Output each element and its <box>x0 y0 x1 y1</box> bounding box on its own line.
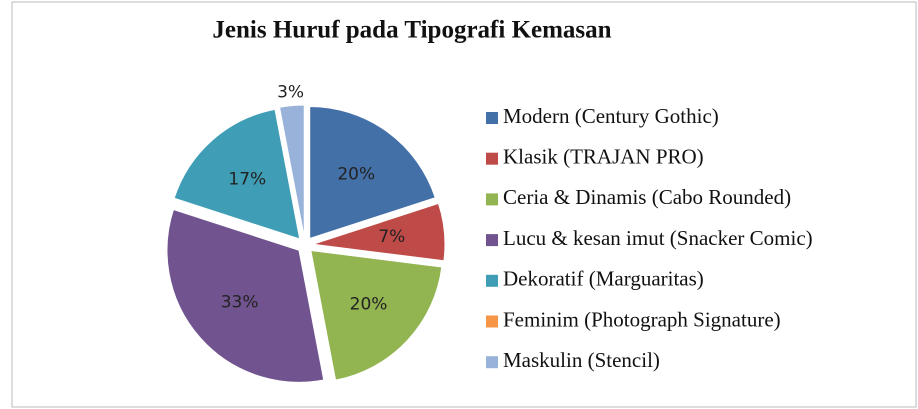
legend-label: Ceria & Dinamis (Cabo Rounded) <box>503 185 791 209</box>
legend-label: Klasik (TRAJAN PRO) <box>503 145 704 169</box>
legend-label: Modern (Century Gothic) <box>503 104 719 128</box>
legend-swatch <box>486 315 498 328</box>
pie-slice <box>310 249 443 381</box>
pie-slice <box>173 108 301 240</box>
pie-slice <box>166 208 325 383</box>
legend-swatch <box>486 112 498 124</box>
legend-swatch <box>486 152 498 165</box>
pie-slice <box>309 106 436 240</box>
data-label: 20% <box>350 295 388 315</box>
legend-swatch <box>486 274 498 287</box>
data-label: 7% <box>378 227 405 247</box>
data-label: 20% <box>337 164 375 184</box>
legend-swatch <box>486 356 498 369</box>
chart-border <box>11 1 917 408</box>
legend-label: Feminim (Photograph Signature) <box>503 307 781 331</box>
legend-label: Dekoratif (Marguaritas) <box>503 267 704 291</box>
pie-slice <box>278 104 305 238</box>
legend-swatch <box>486 234 498 247</box>
data-label: 33% <box>221 293 259 313</box>
data-label: 17% <box>228 170 266 190</box>
legend-label: Maskulin (Stencil) <box>503 348 660 372</box>
legend-label: Lucu & kesan imut (Snacker Comic) <box>503 226 813 250</box>
data-label: 3% <box>277 82 304 102</box>
chart-title: Jenis Huruf pada Tipografi Kemasan <box>212 17 611 44</box>
pie-slice <box>312 202 446 262</box>
legend-swatch <box>486 193 498 206</box>
